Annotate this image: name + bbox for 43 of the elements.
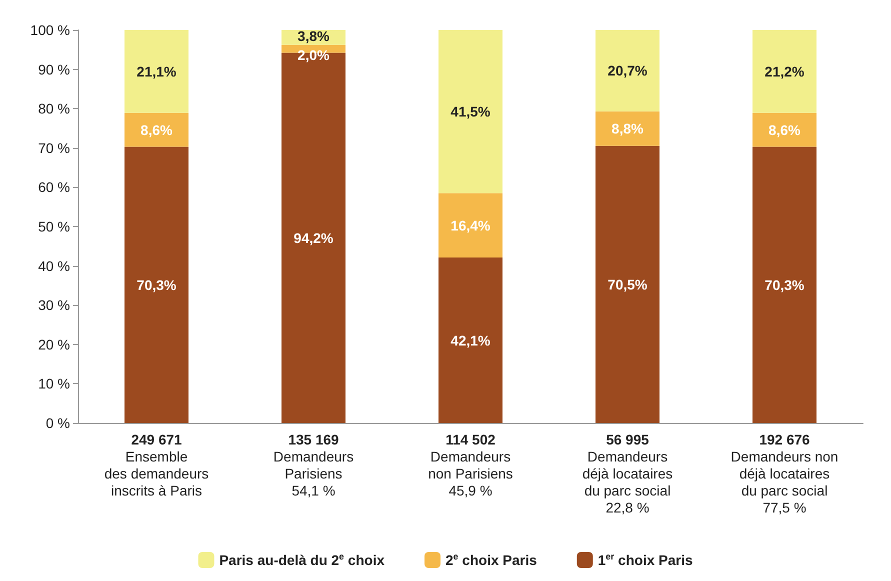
data-label: 8,6% bbox=[768, 122, 801, 138]
bar bbox=[752, 30, 816, 113]
bar bbox=[438, 30, 502, 194]
y-tick-label: 50 % bbox=[38, 218, 70, 234]
x-tick-label: 192 676 Demandeurs non déjà locataires du parc social 77,5 % bbox=[730, 432, 838, 516]
bar bbox=[124, 112, 188, 147]
data-label: 21,1% bbox=[136, 63, 177, 80]
data-label: 3,8% bbox=[298, 28, 330, 44]
data-label: 2,0% bbox=[298, 46, 330, 63]
data-label: 20,7% bbox=[608, 62, 648, 79]
y-tick-label: 60 % bbox=[38, 179, 70, 196]
y-tick-label: 20 % bbox=[38, 336, 70, 352]
x-tick-label: 56 995 Demandeurs déjà locataires du parc social 22,8 % bbox=[582, 432, 673, 516]
bar bbox=[438, 193, 502, 258]
y-tick-label: 30 % bbox=[38, 297, 70, 314]
data-label: 8,8% bbox=[612, 120, 644, 137]
data-label: 21,2% bbox=[764, 63, 805, 80]
data-label: 42,1% bbox=[450, 332, 491, 348]
bar bbox=[124, 146, 188, 423]
x-tick-label: 249 671 Ensemble des demandeurs inscrits à Paris bbox=[104, 432, 209, 498]
bar bbox=[752, 146, 816, 423]
y-tick-label: 40 % bbox=[38, 258, 70, 274]
y-tick-label: 90 % bbox=[38, 61, 70, 78]
data-label: 16,4% bbox=[450, 217, 491, 234]
data-label: 70,5% bbox=[608, 276, 648, 292]
y-tick-label: 80 % bbox=[38, 100, 70, 117]
data-label: 70,3% bbox=[136, 276, 177, 293]
bar bbox=[752, 112, 816, 147]
x-tick-label: 135 169 Demandeurs Parisiens 54,1 % bbox=[273, 432, 354, 498]
bar bbox=[596, 111, 660, 146]
x-tick-label: 114 502 Demandeurs non Parisiens 45,9 % bbox=[428, 432, 513, 498]
y-tick-label: 10 % bbox=[38, 376, 70, 392]
data-label: 41,5% bbox=[450, 104, 491, 120]
bar bbox=[596, 30, 660, 112]
y-tick-label: 70 % bbox=[38, 140, 70, 156]
data-label: 8,6% bbox=[140, 122, 173, 138]
bar bbox=[124, 30, 188, 113]
bar bbox=[438, 258, 502, 423]
data-label: 94,2% bbox=[294, 230, 334, 246]
bar bbox=[596, 146, 660, 423]
y-tick-label: 100 % bbox=[30, 22, 70, 38]
y-tick-label: 0 % bbox=[46, 415, 70, 431]
data-label: 70,3% bbox=[764, 276, 805, 293]
